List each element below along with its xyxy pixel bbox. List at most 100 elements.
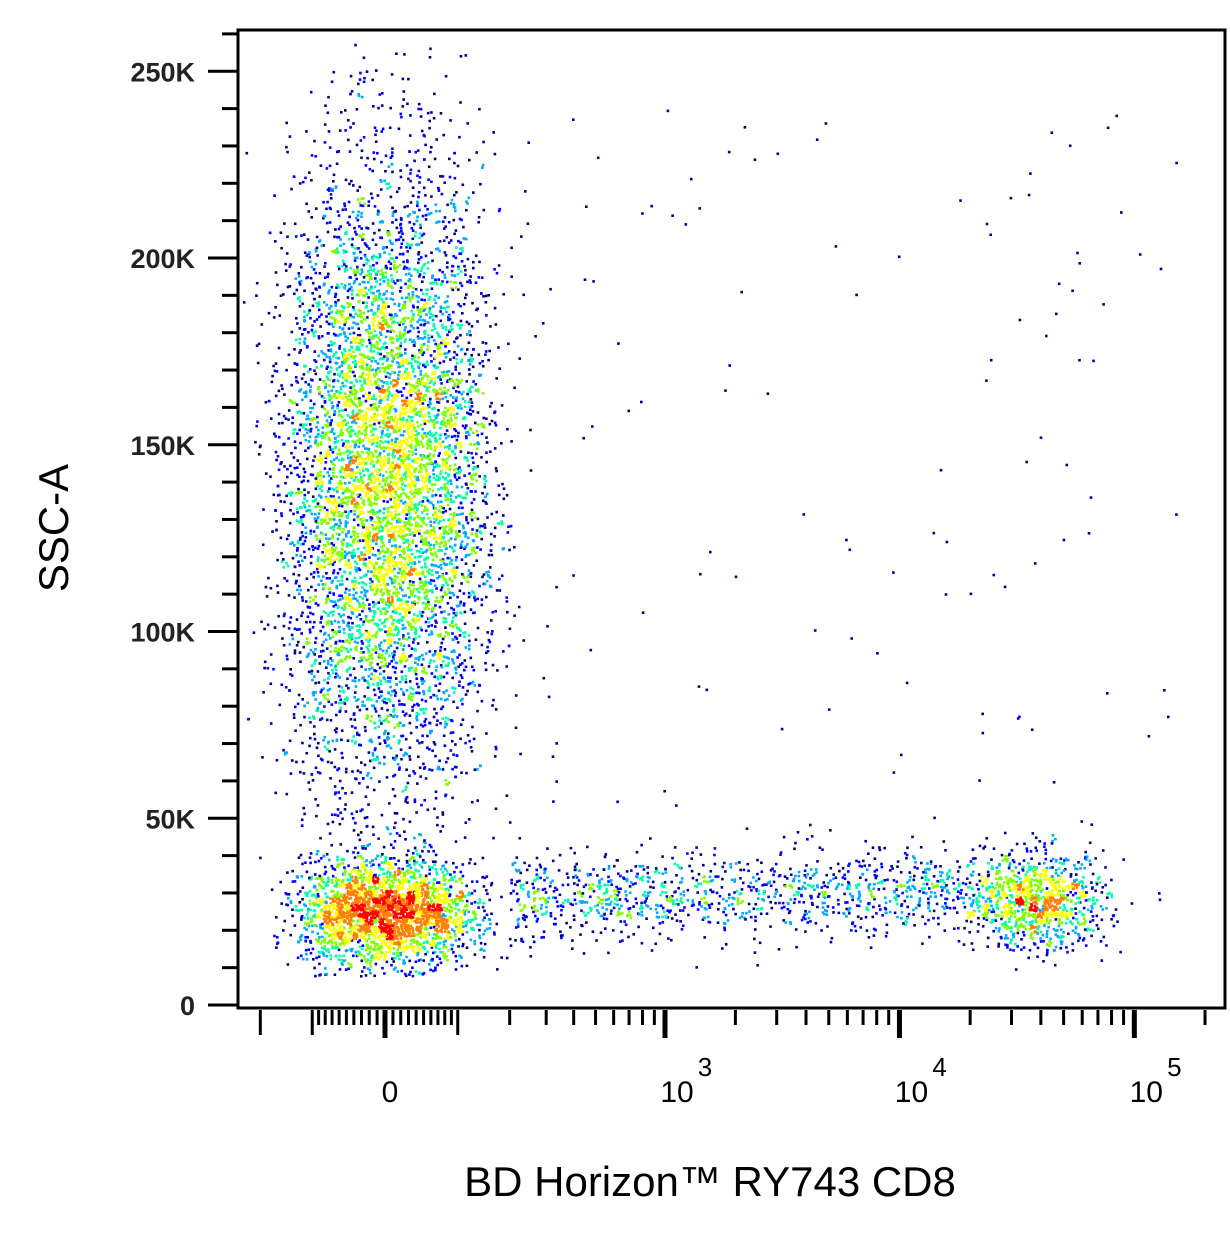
event-dot [274,791,277,795]
event-dot [343,550,347,554]
event-dot [430,632,434,636]
event-dot [394,694,397,697]
event-dot [308,435,312,439]
event-dot [349,456,353,460]
event-dot [438,209,441,213]
event-dot [436,767,440,771]
event-dot [409,134,412,137]
event-dot [354,273,357,277]
event-dot [354,503,357,507]
event-dot [344,408,347,412]
event-dot [444,355,448,359]
event-dot [366,540,370,544]
event-dot [455,378,459,382]
event-dot [360,197,364,201]
event-dot [432,469,435,472]
event-dot [360,320,363,323]
event-dot [420,396,423,399]
event-dot [340,514,344,518]
event-dot [347,456,350,460]
event-dot [449,596,452,600]
event-dot [385,359,389,362]
event-dot [384,169,387,173]
event-dot [427,337,430,340]
event-dot [302,328,306,331]
event-dot [362,444,365,448]
event-dot [361,450,364,454]
event-dot [427,625,430,628]
event-dot [443,744,447,747]
event-dot [459,281,462,285]
event-dot [371,588,374,592]
event-dot [287,492,290,495]
event-dot [357,288,361,292]
event-dot [342,646,346,650]
event-dot [344,792,347,795]
event-dot [455,626,459,630]
event-dot [325,511,328,514]
event-dot [399,376,403,379]
event-dot [298,299,302,303]
event-dot [417,685,420,689]
event-dot [401,77,405,81]
event-dot [316,771,320,774]
event-dot [345,232,348,235]
event-dot [382,517,385,520]
event-dot [389,493,393,497]
event-dot [340,475,343,479]
event-dot [368,369,372,372]
event-dot [346,221,350,224]
event-dot [383,554,386,558]
event-dot [420,129,424,133]
event-dot [333,235,336,239]
event-dot [357,198,360,201]
event-dot [500,956,503,959]
event-dot [444,720,447,724]
event-dot [407,436,411,439]
event-dot [439,595,443,599]
event-dot [338,625,341,629]
event-dot [468,639,471,643]
event-dot [453,566,456,570]
event-dot [438,526,442,530]
event-dot [370,580,374,583]
event-dot [344,522,348,526]
event-dot [354,247,357,250]
event-dot [296,511,299,514]
event-dot [421,402,425,405]
event-dot [315,207,318,210]
event-dot [459,629,462,632]
event-dot [350,812,354,816]
event-dot [366,378,370,381]
event-dot [346,521,349,525]
event-dot [387,366,391,370]
event-dot [333,792,337,796]
event-dot [422,762,425,766]
event-dot [452,593,456,597]
event-dot [416,508,419,512]
event-dot [350,494,353,498]
event-dot [357,413,361,416]
event-dot [304,861,307,864]
event-dot [260,323,264,326]
event-dot [389,489,392,492]
event-dot [394,821,397,825]
event-dot [397,502,401,506]
event-dot [416,617,420,621]
event-dot [330,813,334,817]
event-dot [529,428,532,432]
event-dot [458,534,462,538]
event-dot [393,611,397,615]
event-dot [432,372,435,376]
event-dot [368,407,371,411]
event-dot [355,322,358,326]
event-dot [350,90,354,93]
event-dot [331,427,334,431]
event-dot [375,444,378,448]
event-dot [419,410,422,414]
event-dot [444,626,447,629]
event-dot [365,262,368,265]
event-dot [454,668,458,671]
event-dot [426,472,430,476]
event-dot [335,500,338,503]
